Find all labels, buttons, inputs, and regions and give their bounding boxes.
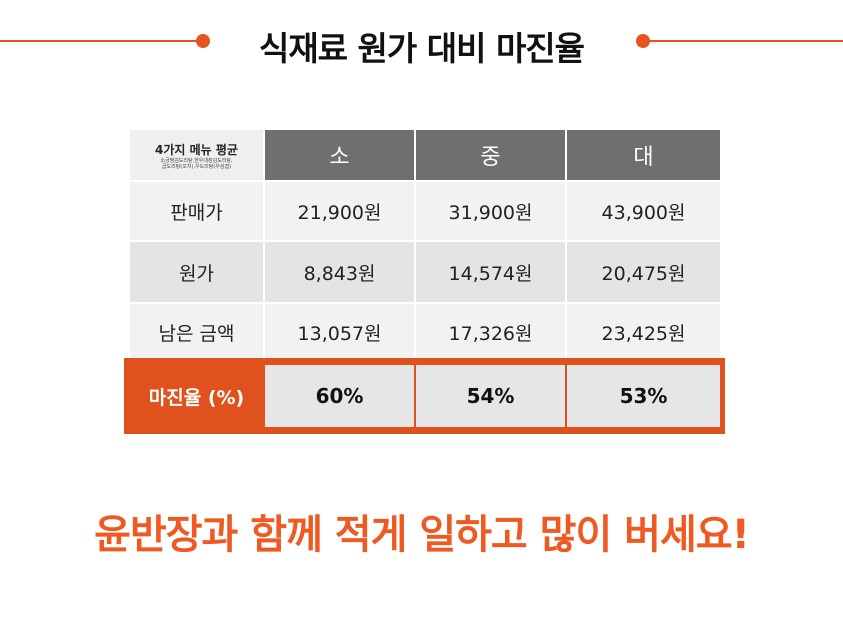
title-row: 식재료 원가 대비 마진율	[0, 14, 843, 68]
table-cell: 14,574원	[416, 242, 565, 302]
margin-rate-cell: 60%	[265, 365, 414, 427]
table-cell: 43,900원	[567, 182, 720, 240]
title-dot-right	[636, 34, 650, 48]
page-title: 식재료 원가 대비 마진율	[258, 29, 585, 68]
table-cell: 17,326원	[416, 304, 565, 360]
title-dot-left	[196, 34, 210, 48]
table-cell: 31,900원	[416, 182, 565, 240]
margin-rate-label: 마진율 (%)	[130, 365, 263, 427]
title-divider-right	[645, 40, 843, 42]
margin-rate-cell: 54%	[416, 365, 565, 427]
slogan-text: 윤반장과 함께 적게 일하고 많이 버세요!	[94, 512, 750, 558]
table-cell: 23,425원	[567, 304, 720, 360]
title-divider-left	[0, 40, 200, 42]
header-medium: 중	[416, 130, 565, 180]
table-row: 판매가 21,900원 31,900원 43,900원	[130, 182, 720, 240]
table-cell: 13,057원	[265, 304, 414, 360]
table-cell: 8,843원	[265, 242, 414, 302]
row-label: 원가	[130, 242, 263, 302]
corner-sub-label-1: 소금짱김도리탕,한우대창김도리탕,	[160, 157, 233, 164]
table-header-row: 4가지 메뉴 평균 소금짱김도리탕,한우대창김도리탕, 곱도리탕(꼬치),우도리…	[130, 130, 720, 180]
table-cell: 20,475원	[567, 242, 720, 302]
header-large: 대	[567, 130, 720, 180]
corner-sub-label-2: 곱도리탕(꼬치),우도리탕(우삼겹)	[161, 163, 232, 170]
table-row: 남은 금액 13,057원 17,326원 23,425원	[130, 304, 720, 360]
margin-rate-cell: 53%	[567, 365, 720, 427]
table-row: 원가 8,843원 14,574원 20,475원	[130, 242, 720, 302]
table-cell: 21,900원	[265, 182, 414, 240]
row-label: 남은 금액	[130, 304, 263, 360]
margin-rate-row: 마진율 (%) 60% 54% 53%	[130, 365, 720, 427]
row-label: 판매가	[130, 182, 263, 240]
table-corner-cell: 4가지 메뉴 평균 소금짱김도리탕,한우대창김도리탕, 곱도리탕(꼬치),우도리…	[130, 130, 263, 180]
header-small: 소	[265, 130, 414, 180]
corner-main-label: 4가지 메뉴 평균	[155, 142, 238, 157]
